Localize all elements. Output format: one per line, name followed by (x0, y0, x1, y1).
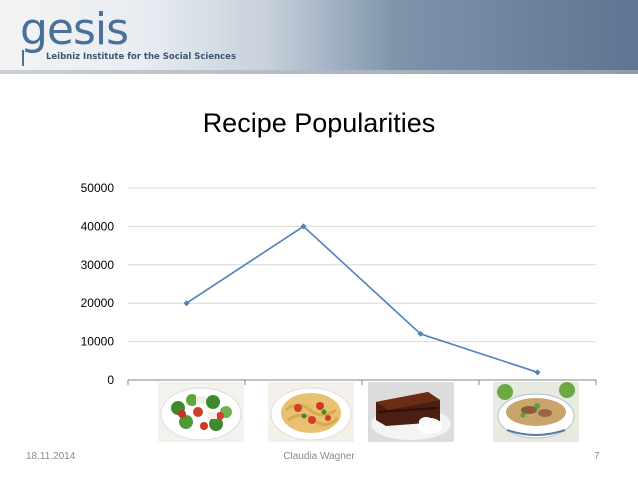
header-banner (0, 0, 638, 74)
y-tick-label: 20000 (81, 296, 115, 310)
data-point (300, 223, 307, 230)
series-line (186, 225, 538, 374)
footer-date: 18.11.2014 (26, 451, 76, 462)
data-point (183, 300, 190, 307)
pasta-photo-icon (268, 382, 354, 442)
footer-author: Claudia Wagner (283, 451, 355, 462)
salad-photo-icon (158, 382, 244, 442)
y-tick-label: 0 (107, 373, 114, 387)
logo-rule (22, 50, 24, 66)
data-point (534, 369, 541, 376)
header-divider (0, 70, 638, 74)
y-tick-label: 10000 (81, 335, 115, 349)
y-tick-label: 30000 (81, 258, 115, 272)
chart-title: Recipe Popularities (202, 108, 436, 138)
data-point (417, 330, 424, 337)
gesis-logo: gesis (20, 4, 129, 55)
soup-photo-icon (493, 382, 579, 442)
chocolate-cake-photo-icon (368, 382, 454, 442)
y-tick-label: 50000 (81, 181, 115, 195)
footer-page-number: 7 (594, 451, 600, 462)
logo-subtitle: Leibniz Institute for the Social Science… (46, 52, 237, 62)
y-tick-label: 40000 (81, 219, 115, 233)
